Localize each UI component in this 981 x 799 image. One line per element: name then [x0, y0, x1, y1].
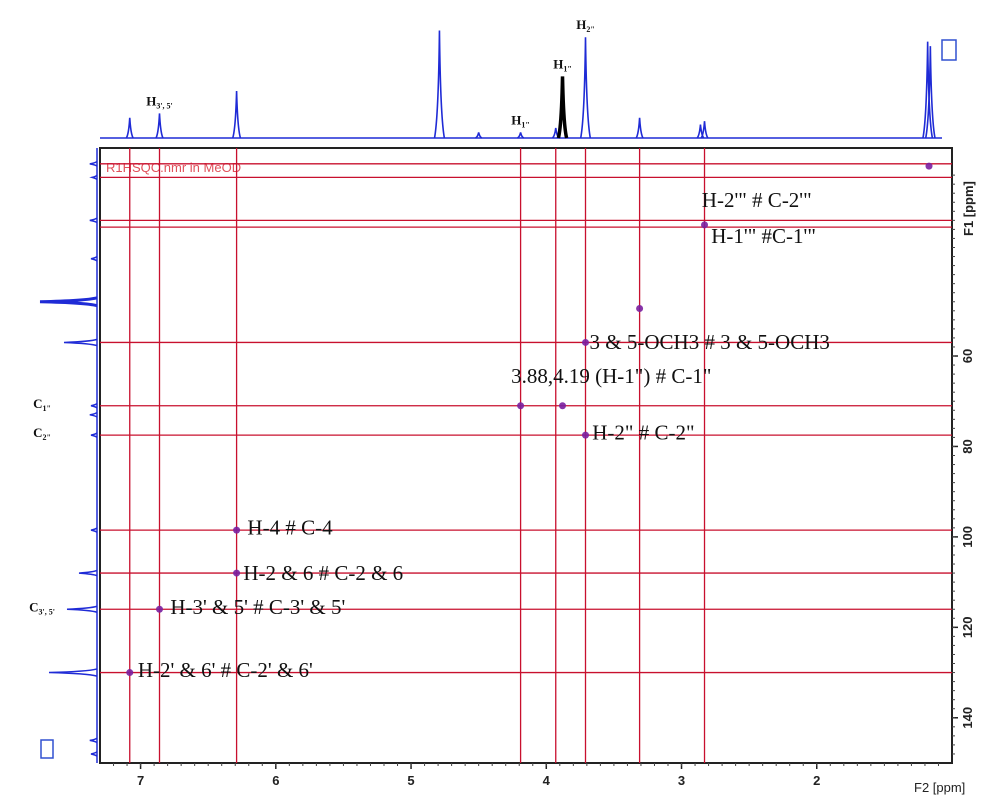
- x-tick-label: 4: [543, 773, 551, 788]
- f1-projection-peak: [89, 217, 98, 224]
- y-tick-label: 80: [960, 439, 975, 453]
- f1-projection-peak: [90, 432, 98, 438]
- correlation-label: 3.88,4.19 (H-1") # C-1": [511, 364, 711, 388]
- f1-projection-peak: [89, 411, 98, 418]
- f2-projection-peak: [231, 90, 242, 139]
- x-axis-label: F2 [ppm]: [914, 780, 965, 795]
- f2-projection-peak: [922, 41, 934, 139]
- f1-projection-spectrum: [39, 148, 98, 763]
- cross-peak: [559, 402, 567, 410]
- f2-projection-peak: [579, 37, 592, 139]
- correlation-label: H-4 # C-4: [247, 516, 333, 540]
- correlation-label: H-3' & 5' # C-3' & 5': [170, 595, 345, 619]
- f2-projection-labels: H3', 5' H1" H1" H2": [146, 17, 595, 129]
- f2-peak-label: H1": [511, 112, 530, 129]
- f1-projection-peak: [48, 668, 98, 677]
- f2-projection-peak: [475, 132, 483, 139]
- y-tick-label: 60: [960, 349, 975, 363]
- cross-peak: [582, 338, 590, 346]
- y-tick-label: 120: [960, 616, 975, 638]
- correlation-label: H-2 & 6 # C-2 & 6: [243, 561, 403, 585]
- y-tick-label: 140: [960, 707, 975, 729]
- f1-projection-peak: [39, 296, 98, 308]
- x-tick-label: 6: [272, 773, 279, 788]
- x-tick-label: 2: [813, 773, 820, 788]
- f2-projection-spectrum: [100, 30, 942, 139]
- f2-projection-peak: [433, 30, 446, 139]
- cross-peak: [233, 526, 241, 534]
- cross-peak: [126, 669, 134, 677]
- cross-peak: [517, 402, 525, 410]
- f1-peak-label: C2": [33, 425, 51, 442]
- correlation-label: 3 & 5-OCH3 # 3 & 5-OCH3: [590, 330, 830, 354]
- cross-peak: [233, 569, 241, 577]
- f1-projection-peak: [89, 737, 98, 744]
- f2-projection-peak: [125, 117, 134, 139]
- f2-projection-peak: [556, 76, 569, 139]
- f1-peak-label: C3', 5': [29, 599, 55, 616]
- spectrum-label: R1HSQC.nmr in MeOD: [106, 160, 241, 175]
- cross-peaks: [126, 162, 933, 677]
- horizontal-guide-lines: [100, 163, 952, 674]
- f1-projection-peak: [63, 338, 98, 347]
- correlation-label: H-2'" # C-2'": [702, 188, 812, 212]
- f2-projection-peak: [924, 46, 936, 139]
- correlation-label: H-2' & 6' # C-2' & 6': [138, 658, 313, 682]
- f1-projection-peak: [90, 402, 98, 409]
- correlation-annotations: H-2'" # C-2'" H-1'" #C-1'" 3 & 5-OCH3 # 3 …: [138, 188, 830, 682]
- y-tick-label: 100: [960, 526, 975, 548]
- f1-projection-peak: [90, 256, 98, 262]
- x-tick-label: 3: [678, 773, 685, 788]
- f2-projection-peak: [635, 117, 644, 139]
- f1-projection-peak: [89, 174, 98, 181]
- y-axis-label: F1 [ppm]: [961, 181, 976, 236]
- corner-square-icon: [40, 739, 54, 759]
- cross-peak: [701, 221, 709, 229]
- f1-projection-peak: [90, 751, 98, 757]
- f2-peak-label: H2": [576, 17, 595, 34]
- f2-projection-peak: [700, 121, 709, 139]
- f1-projection-peak: [89, 160, 98, 167]
- cross-peak: [582, 431, 590, 439]
- f2-projection-peak: [155, 113, 164, 139]
- y-axis: 60 80 100 120 140: [952, 174, 975, 755]
- f2-projection-peak: [517, 132, 525, 139]
- f1-projection-peak: [78, 569, 98, 577]
- x-tick-label: 5: [407, 773, 414, 788]
- correlation-label: H-2" # C-2": [592, 421, 694, 445]
- f1-peak-label: C1": [33, 396, 51, 413]
- cross-peak: [156, 605, 164, 613]
- cross-peak: [925, 162, 933, 170]
- f1-projection-peak: [66, 605, 98, 613]
- cross-peak: [636, 305, 644, 313]
- x-axis: 7 6 5 4 3 2: [113, 763, 939, 788]
- f2-peak-label: H3', 5': [146, 93, 173, 110]
- x-tick-label: 7: [137, 773, 144, 788]
- vertical-guide-lines: [129, 148, 706, 763]
- f1-projection-labels: C1" C2" C3', 5': [29, 396, 55, 616]
- f1-projection-peak: [90, 527, 98, 533]
- corner-square-icon: [941, 39, 957, 61]
- correlation-label: H-1'" #C-1'": [711, 224, 816, 248]
- f2-peak-label: H1": [553, 56, 572, 73]
